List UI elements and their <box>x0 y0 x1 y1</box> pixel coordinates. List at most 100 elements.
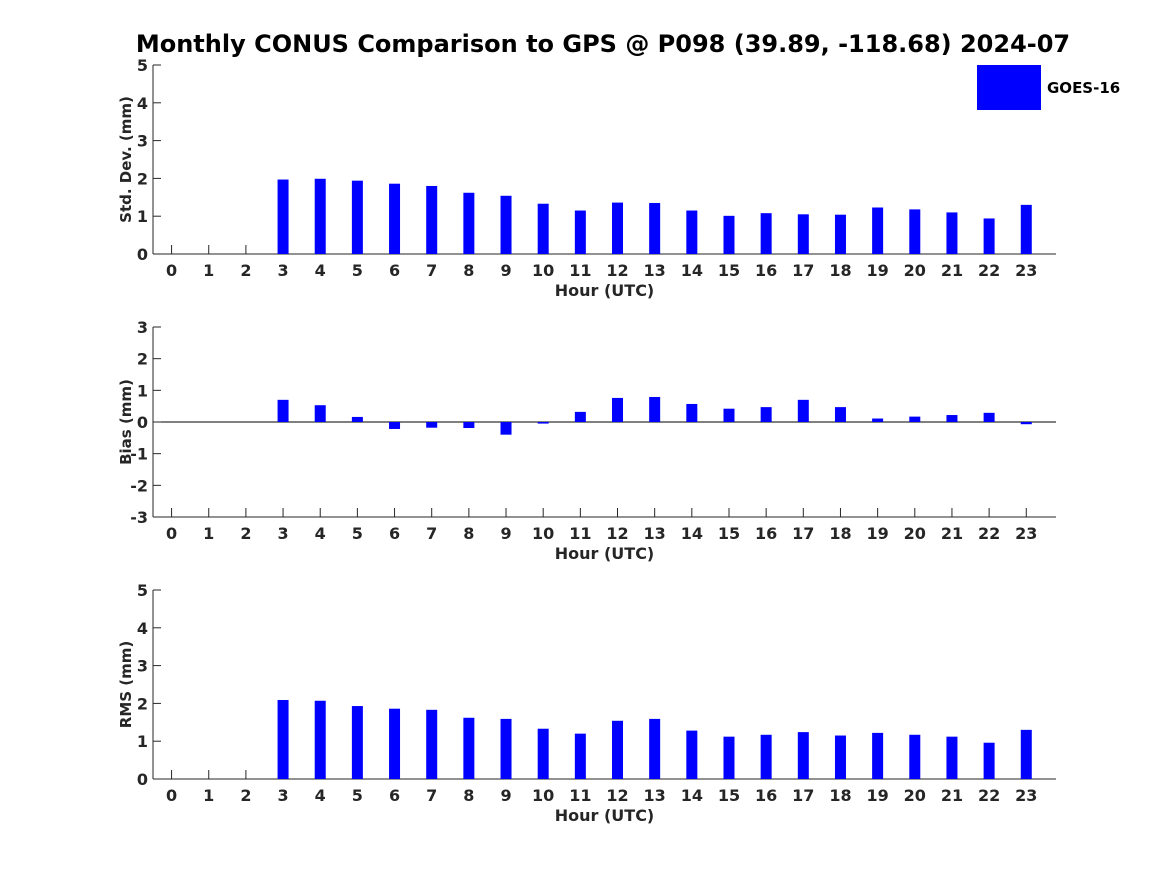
rms-x-tick-label: 4 <box>315 786 326 805</box>
rms-y-tick-label: 2 <box>137 694 148 713</box>
std-dev-y-tick-label: 0 <box>137 245 148 264</box>
std-dev-x-tick-label: 22 <box>978 261 1000 280</box>
rms-bar-hour-8 <box>463 717 475 779</box>
legend-label-goes-16: GOES-16 <box>1047 79 1120 97</box>
std-dev-bar-hour-6 <box>389 183 401 254</box>
bias-bar-hour-18 <box>834 407 846 422</box>
rms-bar-hour-23 <box>1020 729 1032 779</box>
bias-x-tick-label: 0 <box>166 524 177 543</box>
rms-x-tick-label: 22 <box>978 786 1000 805</box>
bias-y-tick-label: 0 <box>137 413 148 432</box>
rms-bar-hour-12 <box>612 720 624 779</box>
rms-x-tick-label: 6 <box>389 786 400 805</box>
rms-x-axis-label: Hour (UTC) <box>555 806 655 825</box>
bias-bar-hour-17 <box>797 399 809 422</box>
std-dev-x-tick-label: 10 <box>532 261 554 280</box>
bias-y-tick-label: 3 <box>137 318 148 337</box>
rms-x-tick-label: 9 <box>500 786 511 805</box>
bias-bar-hour-5 <box>351 416 363 422</box>
bias-x-tick-label: 22 <box>978 524 1000 543</box>
std-dev-x-tick-label: 2 <box>240 261 251 280</box>
rms-x-tick-label: 19 <box>866 786 888 805</box>
rms-x-tick-label: 17 <box>792 786 814 805</box>
rms-bar-hour-21 <box>946 736 958 779</box>
std-dev-x-tick-label: 17 <box>792 261 814 280</box>
std-dev-bar-hour-10 <box>537 203 549 254</box>
rms-x-tick-label: 2 <box>240 786 251 805</box>
std-dev-x-axis-label: Hour (UTC) <box>555 281 655 300</box>
legend: GOES-16 <box>977 65 1120 110</box>
std-dev-bar-hour-9 <box>500 195 512 254</box>
std-dev-x-tick-label: 5 <box>352 261 363 280</box>
std-dev-x-tick-label: 0 <box>166 261 177 280</box>
rms-x-tick-label: 1 <box>203 786 214 805</box>
rms-bar-hour-20 <box>909 734 921 779</box>
rms-bar-hour-13 <box>649 718 661 779</box>
legend-swatch-goes-16 <box>977 65 1041 110</box>
std-dev-bar-hour-22 <box>983 218 995 254</box>
rms-x-tick-label: 3 <box>277 786 288 805</box>
rms-x-tick-label: 15 <box>718 786 740 805</box>
bias-bar-hour-16 <box>760 407 772 422</box>
rms-x-tick-label: 14 <box>681 786 703 805</box>
bias-x-tick-label: 21 <box>941 524 963 543</box>
rms-bar-hour-18 <box>834 735 846 779</box>
std-dev-x-tick-label: 11 <box>569 261 591 280</box>
std-dev-bar-hour-16 <box>760 213 772 254</box>
bias-y-tick-label: 1 <box>137 381 148 400</box>
rms-x-tick-label: 13 <box>644 786 666 805</box>
bias-x-axis-label: Hour (UTC) <box>555 544 655 563</box>
std-dev-x-tick-label: 15 <box>718 261 740 280</box>
bias-x-tick-label: 18 <box>829 524 851 543</box>
std-dev-x-tick-label: 3 <box>277 261 288 280</box>
rms-x-tick-label: 8 <box>463 786 474 805</box>
rms-x-tick-label: 16 <box>755 786 777 805</box>
rms-bar-hour-6 <box>389 708 401 779</box>
bias-x-tick-label: 11 <box>569 524 591 543</box>
std-dev-bar-hour-3 <box>277 179 289 254</box>
std-dev-x-tick-label: 4 <box>315 261 326 280</box>
rms-bar-hour-11 <box>574 733 586 779</box>
bias-bar-hour-12 <box>612 397 624 422</box>
bias-x-tick-label: 13 <box>644 524 666 543</box>
rms-x-tick-label: 23 <box>1015 786 1037 805</box>
std-dev-bar-hour-17 <box>797 214 809 254</box>
rms-y-tick-label: 3 <box>137 657 148 676</box>
chart-title: Monthly CONUS Comparison to GPS @ P098 (… <box>136 30 1070 58</box>
rms-bar-hour-19 <box>872 732 884 779</box>
rms-bar-hour-3 <box>277 699 289 779</box>
std-dev-bar-hour-8 <box>463 192 475 254</box>
bias-x-tick-label: 5 <box>352 524 363 543</box>
std-dev-y-tick-label: 1 <box>137 207 148 226</box>
rms-x-tick-label: 18 <box>829 786 851 805</box>
std-dev-bar-hour-15 <box>723 215 735 254</box>
std-dev-bar-hour-12 <box>612 202 624 254</box>
std-dev-x-tick-label: 14 <box>681 261 703 280</box>
rms-bar-hour-22 <box>983 742 995 779</box>
rms-y-axis-label: RMS (mm) <box>117 641 135 728</box>
rms-bar-hour-14 <box>686 730 698 779</box>
bias-bar-hour-15 <box>723 408 735 422</box>
rms-bar-hour-10 <box>537 728 549 779</box>
std-dev-bar-hour-11 <box>574 210 586 254</box>
rms-x-tick-label: 7 <box>426 786 437 805</box>
std-dev-x-tick-label: 16 <box>755 261 777 280</box>
bias-bar-hour-7 <box>426 422 438 428</box>
bias-x-tick-label: 8 <box>463 524 474 543</box>
std-dev-bar-hour-19 <box>872 207 884 254</box>
rms-bar-hour-4 <box>314 700 326 779</box>
bias-y-axis-label: Bias (mm) <box>117 379 135 465</box>
std-dev-bar-hour-23 <box>1020 204 1032 254</box>
bias-x-tick-label: 7 <box>426 524 437 543</box>
bias-bar-hour-3 <box>277 399 289 422</box>
rms-y-tick-label: 0 <box>137 770 148 789</box>
bias-bar-hour-6 <box>389 422 401 429</box>
bias-x-tick-label: 10 <box>532 524 554 543</box>
std-dev-x-tick-label: 13 <box>644 261 666 280</box>
std-dev-x-tick-label: 20 <box>904 261 926 280</box>
bias-bar-hour-14 <box>686 403 698 422</box>
bias-bar-hour-9 <box>500 422 512 435</box>
bias-bar-hour-11 <box>574 411 586 422</box>
